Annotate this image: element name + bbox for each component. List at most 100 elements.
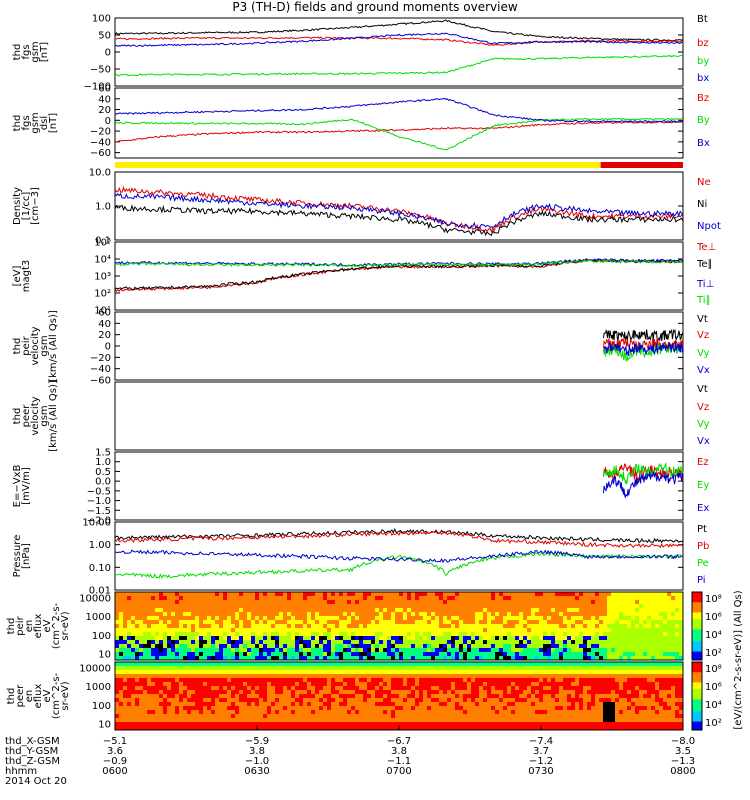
heat-cell	[455, 592, 460, 597]
heat-cell	[475, 600, 480, 605]
heat-cell	[291, 620, 296, 625]
heat-cell	[563, 702, 568, 707]
heat-cell	[183, 632, 188, 637]
heat-cell	[347, 682, 352, 687]
heat-cell	[423, 644, 428, 649]
heat-cell	[459, 682, 464, 687]
heat-cell	[311, 682, 316, 687]
heat-cell	[307, 648, 312, 653]
heat-cell	[535, 706, 540, 711]
heat-cell	[555, 674, 560, 679]
heat-cell	[607, 666, 612, 671]
heat-cell	[151, 652, 156, 657]
heat-cell	[567, 666, 572, 671]
heat-cell	[455, 604, 460, 609]
heat-cell	[415, 690, 420, 695]
heat-cell	[359, 666, 364, 671]
heat-cell	[299, 616, 304, 621]
heat-cell	[627, 628, 632, 633]
heat-cell	[395, 706, 400, 711]
heat-cell	[335, 682, 340, 687]
heat-cell	[219, 710, 224, 715]
heat-cell	[363, 604, 368, 609]
heat-cell	[207, 678, 212, 683]
heat-cell	[163, 662, 168, 667]
heat-cell	[535, 698, 540, 703]
heat-cell	[635, 710, 640, 715]
heat-cell	[563, 624, 568, 629]
panel-tick-1-5: −40	[90, 137, 111, 148]
heat-cell	[243, 690, 248, 695]
heat-cell	[603, 640, 608, 645]
heat-cell	[675, 628, 680, 633]
heat-cell	[503, 706, 508, 711]
heat-cell	[159, 710, 164, 715]
heat-cell	[623, 624, 628, 629]
heat-cell	[519, 636, 524, 641]
heat-cell	[451, 616, 456, 621]
heat-cell	[627, 666, 632, 671]
heat-cell	[291, 726, 296, 731]
heat-cell	[427, 674, 432, 679]
heat-cell	[183, 624, 188, 629]
heat-cell	[323, 686, 328, 691]
heat-cell	[555, 682, 560, 687]
heat-cell	[355, 694, 360, 699]
heat-cell	[587, 592, 592, 597]
heat-cell	[287, 714, 292, 719]
panel-tick-6-0: 1.5	[95, 448, 111, 459]
heat-cell	[239, 706, 244, 711]
heat-cell	[375, 656, 380, 661]
heat-cell	[547, 674, 552, 679]
heat-cell	[219, 698, 224, 703]
heat-cell	[407, 640, 412, 645]
heat-cell	[491, 604, 496, 609]
heat-cell	[599, 694, 604, 699]
heat-cell	[503, 628, 508, 633]
heat-cell	[199, 648, 204, 653]
heat-cell	[319, 644, 324, 649]
heat-cell	[535, 644, 540, 649]
heat-cell	[123, 674, 128, 679]
heat-cell	[563, 694, 568, 699]
heat-cell	[543, 690, 548, 695]
heat-cell	[583, 710, 588, 715]
heat-cell	[243, 656, 248, 661]
heat-cell	[531, 694, 536, 699]
heat-cell	[223, 628, 228, 633]
heat-cell	[435, 648, 440, 653]
heat-cell	[175, 714, 180, 719]
heat-cell	[367, 690, 372, 695]
heat-cell	[415, 662, 420, 667]
heat-cell	[315, 678, 320, 683]
heat-cell	[503, 714, 508, 719]
heat-cell	[299, 694, 304, 699]
heat-cell	[167, 640, 172, 645]
heat-cell	[459, 718, 464, 723]
heat-cell	[611, 616, 616, 621]
heat-cell	[543, 718, 548, 723]
legend-3-Te⊥: Te⊥	[696, 242, 716, 253]
heat-cell	[215, 624, 220, 629]
heat-cell	[427, 600, 432, 605]
heat-cell	[627, 644, 632, 649]
heat-cell	[183, 682, 188, 687]
heat-cell	[579, 726, 584, 731]
heat-cell	[583, 652, 588, 657]
heat-cell	[127, 678, 132, 683]
heat-cell	[487, 608, 492, 613]
heat-cell	[151, 596, 156, 601]
heat-cell	[599, 690, 604, 695]
heat-cell	[151, 648, 156, 653]
heat-cell	[167, 718, 172, 723]
heat-cell	[171, 600, 176, 605]
heat-cell	[211, 690, 216, 695]
heat-cell	[351, 592, 356, 597]
heat-cell	[543, 592, 548, 597]
heat-cell	[423, 706, 428, 711]
heat-cell	[543, 722, 548, 727]
heat-cell	[571, 656, 576, 661]
heat-cell	[403, 694, 408, 699]
heat-cell	[631, 604, 636, 609]
heat-cell	[151, 640, 156, 645]
